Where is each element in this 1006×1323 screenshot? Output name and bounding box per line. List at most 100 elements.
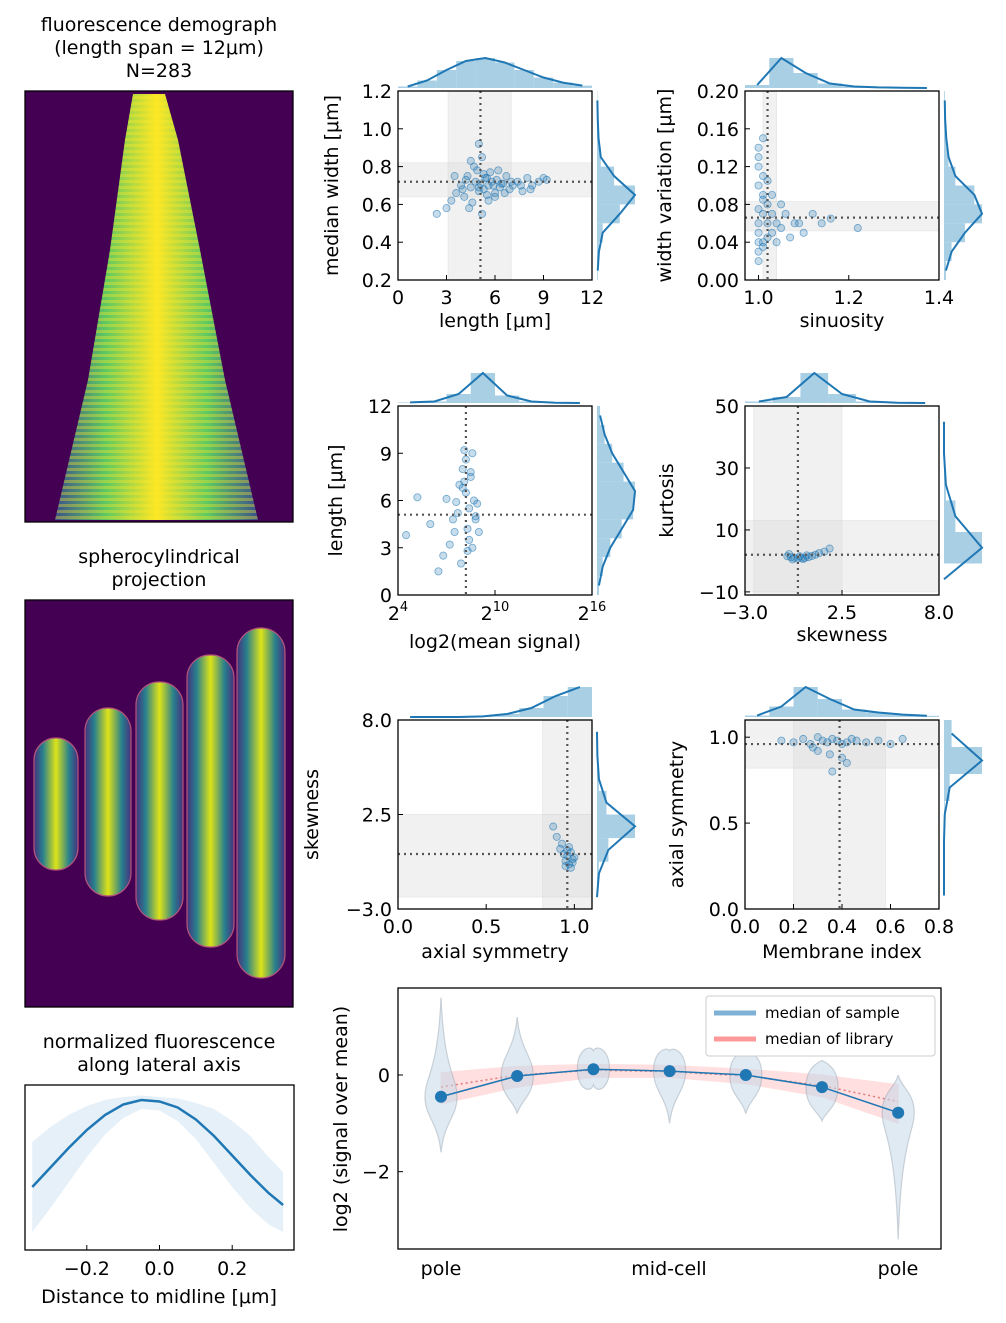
demograph-title-2: (length span = 12μm) [54,37,264,59]
scatter-point [799,228,808,237]
demograph-image [24,90,294,523]
scatter-point [795,219,804,228]
marginal-x-bar [745,85,770,88]
scatter-point [847,734,856,743]
scatter-point [754,153,763,162]
marginal-y-kde [596,100,637,271]
y-tick-label: 1.0 [362,119,392,141]
marginal-y-bar [597,500,634,520]
legend-sample-label: median of sample [765,1004,900,1022]
y-tick-label: 0.16 [697,119,739,141]
x-tick-label: 0.0 [144,1258,174,1280]
y-tick-label: 30 [715,458,739,480]
y-tick-label: 0 [378,1065,390,1087]
marginal-y-bar [597,406,601,425]
projection-title-2: projection [112,569,207,591]
scatter-point [502,172,511,181]
marginal-x-bar [866,712,891,717]
y-tick-label: 0.00 [697,270,739,292]
axial-profile-chart: −2 0 pole mid-cell pole log2 (signal over mea… [330,987,942,1280]
y-tick-label: 6 [380,491,392,513]
x-axis-label: sinuosity [800,310,885,332]
x-tick-label: 8.0 [924,602,954,624]
marginal-y-bar [944,774,950,801]
marginal-x-bar [456,61,476,88]
y-axis-label: length [μm] [325,444,347,556]
marginal-y-kde [943,100,984,271]
scatter-point [558,839,567,848]
marginal-x-bar [519,708,544,717]
x-tick-label: 0.2 [778,916,808,938]
scatter-point [777,200,786,209]
x-tick-label: 24 [388,600,408,625]
marginal-x-bar [745,715,770,717]
length-vs-width-chart: 0 3 6 9 12 0.2 0.4 0.6 0.8 1.0 1.2 length [μm] media… [321,56,637,332]
x-axis-label: Distance to midline [μm] [41,1286,277,1308]
scatter-point [754,143,763,152]
scatter-point [523,173,532,182]
legend-box [705,995,936,1057]
marginal-y-bar [944,204,982,224]
skewness-vs-kurtosis-chart: −3.0 2.5 8.0 −10 10 30 50 skewness kurtosis [656,371,984,646]
marginal-x-bar [495,395,520,403]
x-tick-label: −0.2 [64,1258,110,1280]
membrane-index-vs-axial-symmetry-chart: 0.0 0.2 0.4 0.6 0.8 0.0 0.5 1.0 Membrane index ax… [666,685,984,963]
marginal-x-bar [553,82,573,88]
marginal-y-bar [597,261,598,280]
marginal-x-bar [475,58,495,88]
x-category-label: mid-cell [631,1258,706,1280]
scatter-point [497,179,506,188]
scatter-point [754,228,763,237]
scatter-point [466,183,475,192]
violin [652,1048,687,1124]
y-tick-label: 2.5 [362,805,392,827]
scatter-point [471,515,480,524]
scatter-point [862,738,871,747]
legend-library-label: median of library [765,1030,894,1048]
y-tick-label: 0 [380,585,392,607]
scatter-point [852,736,861,745]
y-tick-label: −3.0 [346,899,392,921]
x-tick-label: 1.4 [924,287,954,309]
scatter-point [754,162,763,171]
scatter-point [463,546,472,555]
y-tick-label: 9 [380,443,392,465]
y-axis-label: skewness [301,769,323,860]
marginal-y-bar [944,500,956,532]
marginal-x-bar [793,73,818,88]
scatter-point [799,734,808,743]
marginal-y-kde [943,421,984,581]
scatter-point [458,483,467,492]
marginal-y-bar [597,481,635,501]
marginal-y-bar [597,147,601,167]
x-tick-label: 0.0 [730,916,760,938]
x-tick-label: −3.0 [722,602,768,624]
scatter-point [460,192,469,201]
scatter-point [825,750,834,759]
scatter-point [790,219,799,228]
marginal-x-kde [410,371,580,404]
scatter-point [898,734,907,743]
scatter-point [450,172,459,181]
scatter-point [818,736,827,745]
scatter-point [458,185,467,194]
x-tick-label: 0.4 [827,916,857,938]
scatter-point [413,493,422,502]
x-tick-label: 0.0 [383,916,413,938]
y-tick-label: 0.20 [697,81,739,103]
marginal-x-bar [890,714,915,717]
marginal-y-bar [944,147,949,167]
x-tick-label: 0 [392,287,404,309]
marginal-y-bar [944,532,982,564]
x-tick-label: 1.0 [743,287,773,309]
signal-vs-length-chart: 24 210 216 0 3 6 9 12 log2(mean signal) length [μ… [325,371,637,653]
scatter-point [434,567,443,576]
x-tick-label: 6 [489,287,501,309]
marginal-y-bar [597,538,611,558]
x-axis-label: length [μm] [439,310,551,332]
scatter-point [489,181,498,190]
x-tick-label: 9 [537,287,549,309]
sample-median-point [816,1081,828,1094]
y-tick-label: 0.8 [362,157,392,179]
marginal-x-bar [914,715,939,717]
